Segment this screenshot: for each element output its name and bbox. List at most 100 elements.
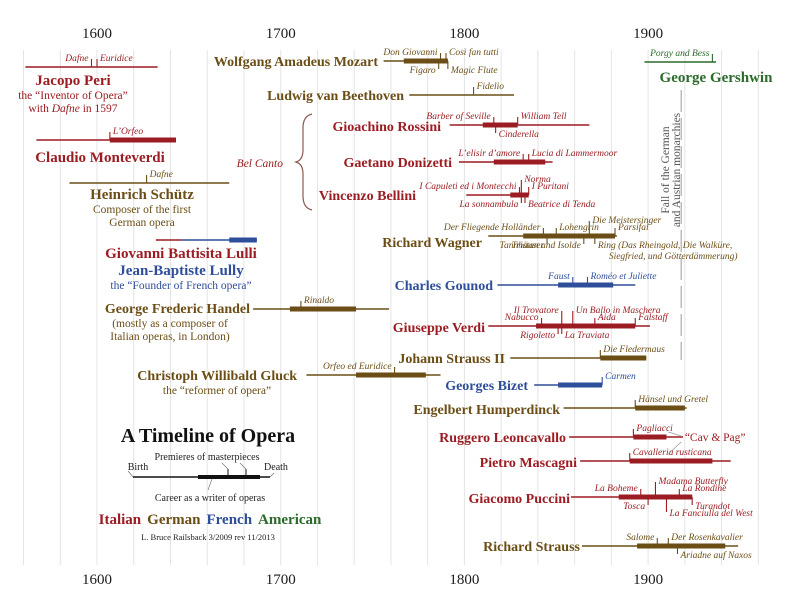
composer-name: Johann Strauss II [398,352,505,367]
bel-canto-brace-icon [293,113,313,211]
work-carmen: Carmen [605,372,636,382]
work-la-sonnambula: La sonnambula [458,200,518,210]
work-la-boheme: La Boheme [594,484,638,494]
work-tannhauser: Tannhäuser [500,241,545,251]
career-bar [109,137,176,143]
cav-pag-connector [668,431,682,455]
tick-label-top: 1900 [633,26,663,42]
composer-note: Italian operas, in London) [110,331,230,343]
tick-label-top: 1800 [449,26,479,42]
career-bar [637,543,726,549]
work-tristan-und-isolde: Tristan und Isolde [512,241,581,251]
composer-george-gershwin: Porgy and Bess George Gershwin [644,49,773,86]
work-william-tell: William Tell [521,112,567,122]
composer-vincenzo-bellini: I Capuleti ed i Montecchi La sonnambula No… [319,175,596,210]
work-barber-of-seville: Barber of Seville [426,111,490,122]
career-bar [493,159,546,165]
legend-american: American [258,512,322,528]
composer-name: Pietro Mascagni [480,456,577,471]
tick-label-bottom: 1600 [82,572,112,588]
composer-name: Richard Wagner [382,236,482,251]
work-cinderella: Cinderella [499,130,540,140]
legend-birth: Birth [128,462,149,473]
work-rigoletto: Rigoletto [519,331,555,341]
legend: A Timeline of Opera Birth Death Premieres o… [99,425,322,542]
legend-career-bar [198,475,260,479]
work-cosi-fan-tutti: Così fan tutti [449,47,499,58]
composer-name: Engelbert Humperdinck [413,403,560,418]
composer-name: George Gershwin [660,70,774,86]
work-turandot: Turandot [695,502,730,512]
composer-johann-strauss-ii: Die Fledermaus Johann Strauss II [398,345,665,367]
composer-giacomo-puccini: La Boheme Tosca Madama Butterfly La Fanciul… [469,476,754,519]
work-faust: Faust [547,272,570,282]
career-bar [558,382,603,388]
composer-name: Claudio Monteverdi [35,150,165,166]
composer-name: Giovanni Battisita Lulli [105,246,257,262]
tick-label-bottom: 1900 [633,572,663,588]
composer-name: Richard Strauss [483,540,580,555]
composer-gioachino-rossini: Barber of Seville Cinderella William Tell G… [332,111,590,140]
work-la-rondine: La Rondine [681,484,726,494]
career-bar [558,282,614,288]
legend-career: Career as a writer of operas [155,493,265,504]
career-bar [536,323,636,329]
work-orfeo-ed-euridice: Orfeo ed Euridice [323,361,392,372]
composer-name: Georges Bizet [445,379,528,394]
composer-note: Composer of the first [93,204,192,216]
work-euridice: Euridice [99,54,133,64]
work-la-fanciulla-del-west: La Fanciulla del West [668,509,753,519]
legend-death: Death [264,462,288,473]
tick-label-bottom: 1800 [449,572,479,588]
x-axis-bottom: 1600 1700 1800 1900 [82,572,663,588]
cav-pag-label: “Cav & Pag” [685,432,746,444]
composer-note: the “Inventor of Opera” [18,90,128,102]
career-bar [629,458,713,464]
composer-ludwig-van-beethoven: Fidelio Ludwig van Beethoven [267,82,514,104]
monarchies-label: Fall of the Germanand Austrian monarchie… [660,112,683,227]
work-die-fledermaus: Die Fledermaus [602,345,665,355]
composer-christoph-willibald-gluck: Orfeo ed Euridice Christoph Willibald Glu… [137,361,441,397]
composer-name: Jean-Baptiste Lully [118,263,244,279]
career-bar [635,405,685,411]
composer-name: Giuseppe Verdi [393,321,485,336]
work-rinaldo: Rinaldo [303,296,334,306]
work-aida: Aida [597,313,616,323]
composer-name: George Frederic Handel [105,302,250,317]
composer-ruggero-leoncavallo: Pagliacci Ruggero Leoncavallo [439,424,684,446]
work-ring-das-rheingold-die-walkure-siegfried-und-gotterdammerung: Ring (Das Rheingold, Die Walküre, Siegfri… [597,240,738,262]
composer-name: Ruggero Leoncavallo [439,431,566,446]
composer-name: Ludwig van Beethoven [267,89,404,104]
work-cavalleria-rusticana: Cavalleria rusticana [633,448,712,458]
work-parsifal: Parsifal [617,222,649,233]
composer-richard-wagner: Der Fliegende Holländer Tannhäuser Lohengr… [382,216,737,262]
legend-premieres: Premieres of masterpieces [155,452,260,463]
work-dafne: Dafne [64,53,88,64]
work-romeo-et-juliette: Roméo et Juliette [589,272,656,282]
career-bar [523,233,616,239]
work-ariadne-auf-naxos: Ariadne auf Naxos [679,550,752,561]
work-der-fliegende-hollander: Der Fliegende Holländer [443,223,541,233]
legend-nationalities: Italian German French American [99,512,322,528]
composer-claudio-monteverdi: L’Orfeo Claudio Monteverdi [35,126,176,166]
work-tosca: Tosca [623,502,645,512]
career-bar [289,306,357,312]
tick-label-top: 1600 [82,26,112,42]
x-axis-top: 1600 1700 1800 1900 [82,26,663,42]
work-porgy-and-bess: Porgy and Bess [649,49,710,59]
legend-french: French [206,512,252,528]
work-i-puritani: I Puritani [531,182,570,192]
legend-italian: Italian [99,512,142,528]
work-fidelio: Fidelio [476,82,505,92]
work-der-rosenkavalier: Der Rosenkavalier [670,533,743,543]
composer-name: Vincenzo Bellini [319,189,416,204]
composer-charles-gounod: Faust Roméo et Juliette Charles Gounod [395,272,657,294]
chart-title: A Timeline of Opera [121,425,295,447]
composer-note: the “reformer of opera” [163,385,271,397]
